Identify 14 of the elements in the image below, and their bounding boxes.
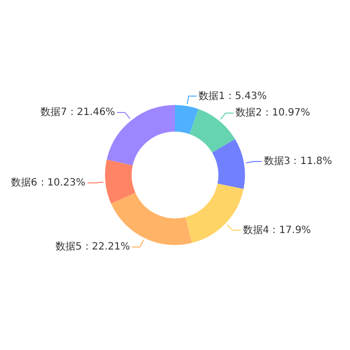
slice-label: 数据4 xyxy=(242,224,270,236)
data-label: ：5.43% xyxy=(224,90,267,102)
slice-label: 数据7 xyxy=(40,106,67,118)
data-label: ：10.23% xyxy=(37,178,86,188)
slice-label: 数据2 xyxy=(236,106,262,119)
slice-label: 数据1 xyxy=(198,90,225,102)
slice-label: 数据6 xyxy=(10,176,38,188)
data-label: ：17.9% xyxy=(269,224,311,236)
data-label: ：10.97% xyxy=(262,108,310,119)
data-label: ：11.8% xyxy=(290,156,332,168)
data-label: ：21.46% xyxy=(66,107,116,118)
slice-label: 数据5 xyxy=(56,240,82,253)
slice-label: 数据3 xyxy=(264,155,290,168)
data-label: ：22.21% xyxy=(82,242,130,253)
